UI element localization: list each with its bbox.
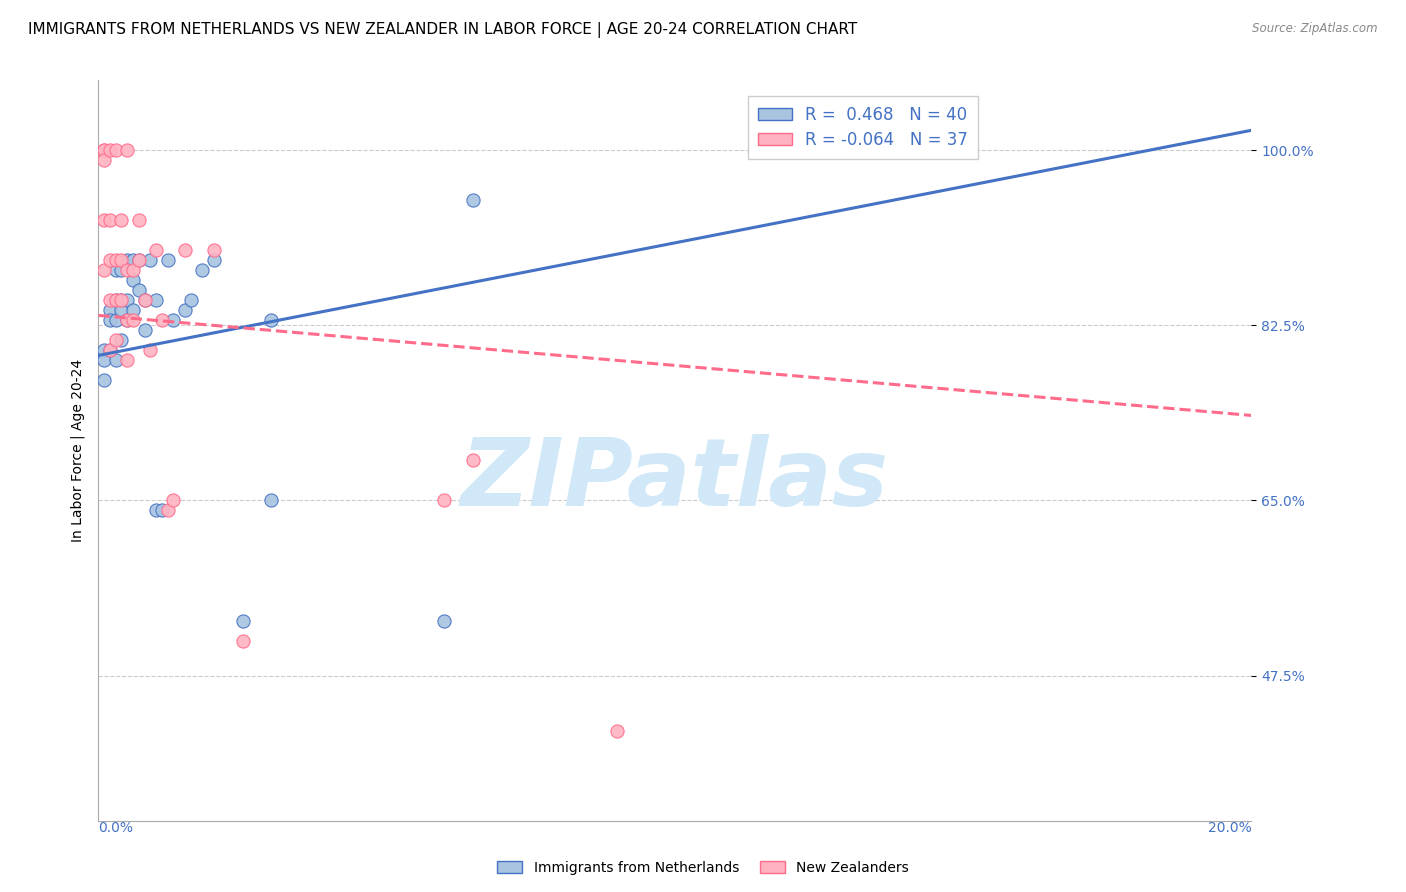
Point — [93, 213, 115, 227]
Point — [98, 343, 121, 358]
Point — [191, 263, 214, 277]
Point — [134, 323, 156, 337]
Point — [110, 334, 132, 348]
Point — [150, 503, 173, 517]
Point — [162, 493, 184, 508]
Point — [117, 353, 139, 368]
Point — [117, 313, 139, 327]
Point — [93, 144, 115, 158]
Point — [606, 723, 628, 738]
Point — [202, 244, 225, 258]
Text: IMMIGRANTS FROM NETHERLANDS VS NEW ZEALANDER IN LABOR FORCE | AGE 20-24 CORRELAT: IMMIGRANTS FROM NETHERLANDS VS NEW ZEALA… — [28, 22, 858, 38]
Point — [122, 273, 145, 287]
Point — [117, 313, 139, 327]
Point — [104, 334, 127, 348]
Point — [202, 253, 225, 268]
Point — [122, 303, 145, 318]
Point — [433, 493, 456, 508]
Point — [128, 253, 150, 268]
Point — [98, 213, 121, 227]
Point — [461, 453, 484, 467]
Point — [134, 293, 156, 308]
Point — [104, 313, 127, 327]
Point — [93, 263, 115, 277]
Point — [174, 303, 197, 318]
Point — [122, 313, 145, 327]
Point — [156, 253, 179, 268]
Point — [93, 153, 115, 168]
Text: Source: ZipAtlas.com: Source: ZipAtlas.com — [1253, 22, 1378, 36]
Point — [174, 244, 197, 258]
Point — [145, 244, 167, 258]
Point — [134, 293, 156, 308]
Legend: Immigrants from Netherlands, New Zealanders: Immigrants from Netherlands, New Zealand… — [492, 855, 914, 880]
Point — [98, 343, 121, 358]
Point — [117, 263, 139, 277]
Point — [122, 253, 145, 268]
Point — [104, 293, 127, 308]
Point — [98, 253, 121, 268]
Point — [110, 293, 132, 308]
Point — [150, 313, 173, 327]
Point — [98, 144, 121, 158]
Point — [98, 293, 121, 308]
Point — [128, 284, 150, 298]
Point — [117, 144, 139, 158]
Point — [231, 633, 254, 648]
Point — [110, 303, 132, 318]
Point — [117, 253, 139, 268]
Point — [145, 293, 167, 308]
Point — [117, 293, 139, 308]
Point — [104, 263, 127, 277]
Text: 0.0%: 0.0% — [98, 821, 134, 835]
Text: ZIPatlas: ZIPatlas — [461, 434, 889, 526]
Point — [93, 373, 115, 387]
Point — [104, 293, 127, 308]
Text: 20.0%: 20.0% — [1208, 821, 1251, 835]
Point — [104, 353, 127, 368]
Point — [139, 343, 162, 358]
Point — [93, 343, 115, 358]
Point — [104, 144, 127, 158]
Point — [104, 253, 127, 268]
Point — [128, 213, 150, 227]
Point — [128, 253, 150, 268]
Y-axis label: In Labor Force | Age 20-24: In Labor Force | Age 20-24 — [70, 359, 84, 542]
Point — [156, 503, 179, 517]
Point — [110, 263, 132, 277]
Point — [110, 213, 132, 227]
Point — [260, 493, 283, 508]
Point — [139, 253, 162, 268]
Legend: R =  0.468   N = 40, R = -0.064   N = 37: R = 0.468 N = 40, R = -0.064 N = 37 — [748, 96, 977, 159]
Point — [145, 503, 167, 517]
Point — [93, 144, 115, 158]
Point — [260, 313, 283, 327]
Point — [162, 313, 184, 327]
Point — [122, 263, 145, 277]
Point — [110, 293, 132, 308]
Point — [461, 194, 484, 208]
Point — [98, 303, 121, 318]
Point — [180, 293, 202, 308]
Point — [779, 144, 801, 158]
Point — [93, 353, 115, 368]
Point — [433, 614, 456, 628]
Point — [110, 253, 132, 268]
Point — [231, 614, 254, 628]
Point — [98, 313, 121, 327]
